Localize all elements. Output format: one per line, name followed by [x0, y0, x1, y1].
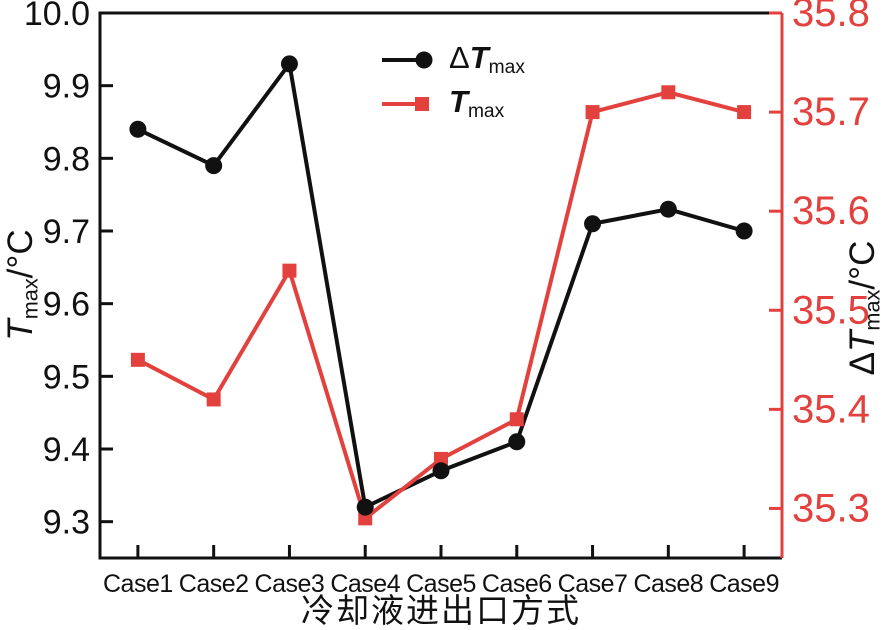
data-point-circle — [659, 200, 677, 218]
legend-label-delta-tmax: ΔTmax — [449, 42, 525, 77]
right-axis-title-unit: /°C — [842, 240, 882, 290]
left-axis-tick-label: 9.6 — [43, 286, 90, 324]
left-axis-title-symbol: T — [0, 319, 40, 341]
legend-label-symbol: T — [469, 40, 489, 76]
data-point-circle — [584, 215, 602, 233]
right-axis-title-prefix: Δ — [842, 351, 882, 376]
left-axis-tick-label: 9.5 — [43, 358, 90, 396]
legend-label-symbol: T — [449, 84, 468, 120]
legend-label-tmax: Tmax — [449, 86, 504, 121]
left-axis-tick-label: 9.4 — [43, 431, 90, 469]
data-point-circle — [735, 222, 753, 240]
data-point-circle — [280, 55, 298, 73]
right-axis-tick-label: 35.6 — [792, 189, 870, 233]
x-axis-tick-label: Case2 — [179, 570, 249, 598]
data-point-square — [661, 85, 676, 100]
legend-label-prefix: Δ — [449, 40, 470, 76]
x-axis-tick-label: Case1 — [103, 570, 173, 598]
x-axis-tick-label: Case5 — [406, 570, 476, 598]
left-axis-tick-label: 9.8 — [43, 140, 90, 178]
left-axis-title: Tmax/°C — [0, 229, 43, 341]
right-axis-title: ΔTmax/°C — [842, 240, 885, 376]
legend: ΔTmax Tmax — [381, 40, 525, 124]
data-point-square — [434, 451, 448, 466]
data-point-square — [282, 263, 297, 278]
right-axis-title-subscript: max — [859, 289, 885, 331]
data-point-circle — [129, 120, 147, 138]
legend-marker-black-line-circle — [382, 51, 433, 69]
legend-item-delta-tmax: ΔTmax — [381, 40, 525, 80]
data-point-circle — [432, 462, 450, 480]
legend-marker-red-line-square — [382, 97, 429, 111]
right-axis-tick-label: 35.3 — [792, 486, 870, 530]
data-point-circle — [508, 433, 526, 451]
data-point-square — [509, 412, 524, 427]
data-point-circle — [205, 157, 223, 175]
data-point-square — [130, 352, 145, 367]
legend-label-subscript: max — [488, 57, 525, 79]
series-line-0 — [137, 61, 745, 510]
left-axis-tick-label: 9.7 — [43, 213, 90, 251]
x-axis-tick-label: Case7 — [558, 570, 628, 598]
left-axis-tick-label: 9.9 — [43, 68, 90, 106]
right-axis-tick-label: 35.5 — [792, 288, 870, 332]
x-axis-tick-label: Case8 — [633, 570, 703, 598]
data-point-circle — [356, 498, 374, 516]
left-axis-title-unit: /°C — [0, 229, 40, 279]
x-axis-title: 冷却液进出口方式 — [301, 594, 581, 630]
x-axis-tick-label: Case9 — [709, 570, 779, 598]
x-axis-tick-label: Case6 — [482, 570, 552, 598]
right-axis-tick-label: 35.4 — [792, 387, 870, 431]
x-axis-tick-label: Case3 — [255, 570, 325, 598]
left-axis-tick-label: 9.3 — [43, 504, 90, 542]
data-point-square — [206, 392, 221, 407]
legend-label-subscript: max — [467, 101, 505, 123]
right-axis-title-symbol: T — [842, 330, 882, 352]
legend-item-tmax: Tmax — [381, 84, 525, 124]
data-point-square — [737, 105, 752, 120]
left-axis-tick-label: 10.0 — [24, 0, 90, 33]
right-axis-tick-label: 35.8 — [792, 0, 870, 35]
left-axis-title-subscript: max — [17, 278, 43, 320]
x-axis-tick-label: Case4 — [330, 570, 400, 598]
data-point-square — [585, 105, 600, 120]
right-axis-tick-label: 35.7 — [792, 90, 870, 134]
